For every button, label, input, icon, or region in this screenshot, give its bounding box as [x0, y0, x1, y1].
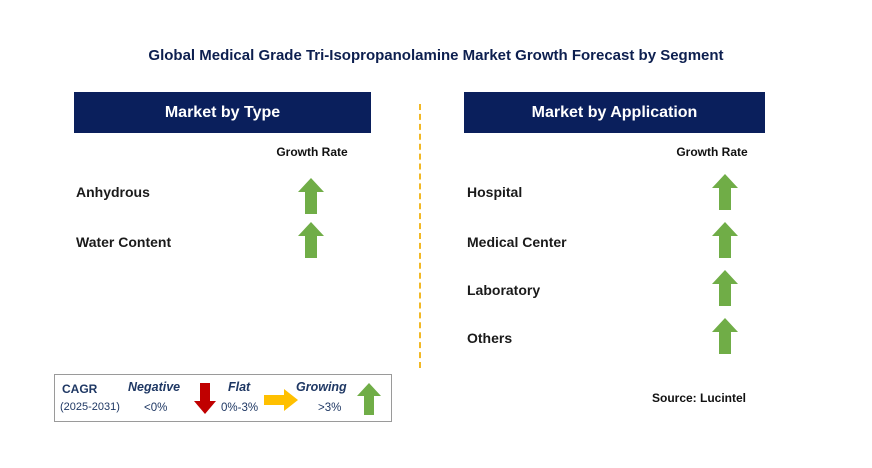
application-panel-header: Market by Application [464, 92, 765, 133]
legend-negative-label: Negative [128, 380, 181, 394]
legend-period: (2025-2031) [60, 401, 120, 413]
arrow-right-icon [264, 389, 298, 411]
growing-arrow-icon [298, 222, 324, 258]
panel-divider [419, 104, 421, 368]
type-segment-label: Anhydrous [76, 184, 150, 200]
arrow-down-icon [194, 383, 216, 414]
application-segment-label: Medical Center [467, 234, 567, 250]
growing-arrow-icon [298, 178, 324, 214]
application-panel-header-label: Market by Application [531, 103, 698, 121]
application-segment-label: Hospital [467, 184, 523, 200]
type-growth-rate-label: Growth Rate [276, 145, 348, 159]
growing-arrow-icon [712, 270, 738, 306]
growing-arrow-icon [712, 174, 738, 210]
chart-title: Global Medical Grade Tri-Isopropanolamin… [148, 47, 724, 64]
source-note: Source: Lucintel [652, 391, 747, 405]
type-panel-header-label: Market by Type [164, 103, 281, 121]
application-growth-rate-label: Growth Rate [676, 145, 748, 159]
legend-flat-range: 0%-3% [221, 402, 259, 414]
application-segment-label: Laboratory [467, 282, 541, 298]
legend-growing-range: >3% [318, 402, 342, 414]
legend-flat-label: Flat [228, 380, 251, 394]
type-panel-header: Market by Type [74, 92, 371, 133]
cagr-legend: CAGR (2025-2031) Negative <0% Flat 0%-3%… [54, 374, 392, 422]
legend-cagr-label: CAGR [62, 382, 98, 396]
legend-growing-label: Growing [296, 380, 347, 394]
growing-arrow-icon [712, 318, 738, 354]
type-segment-label: Water Content [76, 234, 172, 250]
legend-negative-range: <0% [144, 402, 168, 414]
arrow-up-icon [357, 383, 381, 415]
growing-arrow-icon [712, 222, 738, 258]
application-segment-label: Others [467, 330, 513, 346]
